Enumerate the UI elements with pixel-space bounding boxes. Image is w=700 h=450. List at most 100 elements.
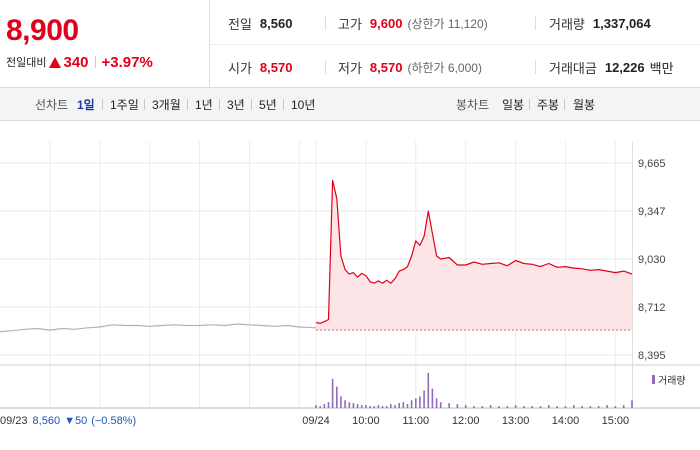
low-label: 저가 xyxy=(338,60,362,76)
prev-day-summary: 09/23 8,560 ▼50 (−0.58%) xyxy=(0,413,136,429)
period-separator xyxy=(283,99,284,110)
quote-row-divider xyxy=(210,44,700,45)
volume-bar xyxy=(419,396,421,408)
volume-bar xyxy=(423,390,425,408)
volume-bar xyxy=(573,405,575,408)
volume-bar xyxy=(327,402,330,408)
volume-bar xyxy=(514,405,517,408)
prev-day-date: 09/23 xyxy=(0,415,28,427)
y-tick-label: 9,030 xyxy=(638,254,666,266)
volume-bar xyxy=(606,405,608,408)
quote-divider xyxy=(535,16,536,30)
amount-label: 거래대금 xyxy=(549,60,597,76)
volume-bar xyxy=(464,405,467,408)
x-tick-label: 13:00 xyxy=(502,415,530,427)
volume-bar xyxy=(589,406,592,408)
volume-bar xyxy=(394,405,396,408)
y-tick-label: 8,712 xyxy=(638,302,666,314)
period-separator xyxy=(102,99,103,110)
today-fill xyxy=(316,180,632,331)
volume-bar xyxy=(373,406,375,408)
change-separator xyxy=(94,56,96,68)
volume-bar xyxy=(398,403,400,408)
x-tick-label: 15:00 xyxy=(602,415,630,427)
x-axis-ticks: 09/24 10:00 11:00 12:00 13:00 14:00 15:00 xyxy=(302,415,629,427)
volume-bar xyxy=(473,406,475,408)
volume-bar xyxy=(498,406,500,408)
prev-day-line xyxy=(0,323,317,333)
volume-legend-label: 거래량 xyxy=(658,376,686,387)
volume-bar xyxy=(402,402,405,408)
volume-bar xyxy=(489,405,492,408)
quote-divider xyxy=(535,60,536,74)
period-3m[interactable]: 3개월 xyxy=(152,98,181,112)
candle-weekly[interactable]: 주봉 xyxy=(537,98,560,112)
period-separator xyxy=(251,99,252,110)
low-cell: 저가 8,570 (하한가 6,000) xyxy=(338,57,482,77)
x-tick-label: 11:00 xyxy=(402,415,429,427)
period-separator xyxy=(529,99,530,110)
period-1y[interactable]: 1년 xyxy=(195,98,213,112)
volume-bar xyxy=(614,406,617,408)
low-value: 8,570 xyxy=(369,59,403,75)
line-chart-label: 선차트 xyxy=(35,98,69,112)
volume-bar xyxy=(390,404,392,408)
quote-divider xyxy=(325,60,326,74)
candle-monthly[interactable]: 월봉 xyxy=(573,98,596,112)
volume-bar xyxy=(385,406,388,408)
change-row: 전일대비 340 +3.97% xyxy=(6,53,153,71)
period-10y[interactable]: 10년 xyxy=(291,98,316,112)
x-tick-label: 12:00 xyxy=(452,415,480,427)
price-chart[interactable]: 9,665 9,347 9,030 8,712 8,395 09/24 10:00 11:0… xyxy=(0,121,700,450)
high-value: 9,600 xyxy=(369,15,403,31)
volume-bar xyxy=(431,388,434,408)
period-separator xyxy=(219,99,220,110)
volume-label: 거래량 xyxy=(549,16,585,32)
period-3y[interactable]: 3년 xyxy=(227,98,245,112)
volume-bar xyxy=(548,405,550,408)
volume-bar xyxy=(406,404,409,408)
high-label: 고가 xyxy=(338,16,362,32)
volume-bar xyxy=(369,406,371,408)
period-1d[interactable]: 1일 xyxy=(77,98,95,112)
volume-bar xyxy=(381,406,384,408)
prev-close-cell: 전일 8,560 xyxy=(228,13,292,33)
volume-bar xyxy=(622,405,625,408)
current-price: 8,900 xyxy=(6,14,79,47)
amount-cell: 거래대금 12,226 백만 xyxy=(549,57,674,77)
quote-divider xyxy=(325,16,326,30)
today-area-fill xyxy=(316,180,632,331)
volume-bar xyxy=(336,386,338,408)
volume-bar xyxy=(597,406,600,408)
volume-bar xyxy=(331,378,334,408)
x-tick-label: 09/24 xyxy=(302,415,330,427)
volume-bar xyxy=(319,406,321,408)
candle-daily[interactable]: 일봉 xyxy=(502,98,525,112)
open-label: 시가 xyxy=(228,60,252,76)
volume-bar xyxy=(352,403,355,408)
volume-bar xyxy=(344,400,346,408)
volume-bar xyxy=(456,404,459,408)
volume-bars xyxy=(315,373,633,408)
upper-limit: (상한가 11,120) xyxy=(407,16,488,31)
volume-bar xyxy=(415,398,417,408)
volume-bar xyxy=(323,404,326,408)
volume-bar xyxy=(481,406,484,408)
volume-value: 1,337,064 xyxy=(592,15,651,31)
open-value: 8,570 xyxy=(259,59,293,75)
volume-bar xyxy=(356,404,359,408)
up-triangle-icon xyxy=(49,56,62,68)
change-value: 340 xyxy=(63,53,89,71)
period-5y[interactable]: 5년 xyxy=(259,98,277,112)
volume-cell: 거래량 1,337,064 xyxy=(549,13,651,33)
prev-day-percent: (−0.58%) xyxy=(91,415,137,427)
change-label: 전일대비 xyxy=(6,57,47,69)
x-tick-label: 14:00 xyxy=(552,415,580,427)
volume-bar xyxy=(377,405,380,408)
y-tick-label: 9,665 xyxy=(638,158,666,170)
volume-bar xyxy=(506,406,509,408)
period-1w[interactable]: 1주일 xyxy=(110,98,139,112)
volume-legend-swatch xyxy=(652,375,655,384)
open-cell: 시가 8,570 xyxy=(228,57,292,77)
period-separator xyxy=(564,99,565,110)
